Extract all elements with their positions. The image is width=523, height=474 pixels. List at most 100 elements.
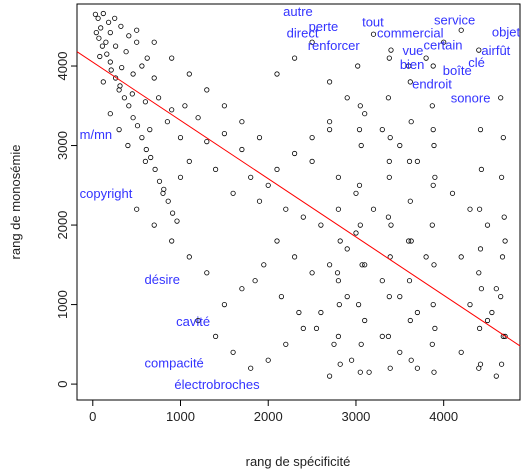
data-point: [356, 182, 363, 188]
data-point: [344, 95, 350, 101]
word-label: airfût: [481, 43, 510, 58]
data-point: [169, 55, 175, 61]
data-point: [406, 278, 413, 284]
data-point: [113, 43, 119, 49]
data-point: [274, 166, 280, 172]
data-point: [467, 206, 473, 212]
data-point: [112, 15, 118, 21]
data-point: [97, 53, 103, 60]
data-point: [362, 317, 368, 324]
data-point: [143, 146, 149, 153]
data-point: [477, 127, 484, 133]
data-point: [186, 254, 192, 260]
data-point: [300, 214, 306, 220]
y-tick-label: 3000: [55, 131, 70, 160]
data-point: [274, 71, 280, 77]
data-point: [357, 369, 363, 375]
data-point: [353, 190, 359, 196]
data-point: [151, 222, 157, 228]
data-point: [432, 174, 438, 180]
data-point: [477, 361, 484, 367]
data-point: [95, 15, 101, 21]
data-point: [134, 39, 140, 45]
data-point: [230, 349, 236, 355]
data-point: [386, 55, 392, 61]
data-point: [397, 293, 403, 300]
data-point: [123, 49, 129, 55]
data-point: [134, 123, 141, 129]
word-label: autre: [283, 4, 313, 19]
data-point: [142, 99, 148, 105]
data-point: [407, 317, 413, 324]
data-point: [204, 139, 210, 145]
y-tick-label: 1000: [55, 290, 70, 319]
word-label: objet: [492, 25, 521, 40]
data-point: [213, 333, 219, 339]
data-point: [429, 103, 435, 109]
data-point: [431, 262, 437, 268]
data-point: [309, 39, 315, 45]
data-point: [407, 79, 413, 85]
data-point: [148, 154, 154, 161]
word-label: direct: [287, 25, 319, 40]
data-point: [498, 293, 504, 300]
data-point: [265, 182, 271, 188]
data-point: [169, 238, 175, 244]
data-point: [476, 325, 483, 331]
data-point: [326, 119, 333, 125]
data-point: [252, 278, 258, 284]
data-point: [221, 131, 227, 137]
data-point: [125, 142, 131, 149]
data-point: [430, 182, 436, 188]
data-point: [239, 146, 245, 153]
data-point: [291, 150, 298, 157]
data-point: [357, 222, 363, 228]
data-point: [476, 270, 482, 276]
data-point: [348, 357, 355, 363]
word-label: renforcer: [308, 38, 361, 53]
data-point: [334, 270, 341, 276]
data-point: [118, 23, 124, 29]
data-point: [256, 135, 263, 141]
data-point: [326, 373, 333, 379]
data-point: [430, 301, 436, 308]
data-point: [116, 127, 122, 133]
data-point: [478, 166, 484, 172]
data-point: [335, 333, 341, 339]
data-point: [337, 238, 343, 244]
data-point: [261, 262, 267, 268]
data-point: [355, 301, 362, 308]
data-point: [356, 127, 363, 133]
word-label: copyright: [80, 186, 133, 201]
data-point: [408, 357, 414, 363]
x-tick-label: 3000: [341, 409, 370, 424]
y-tick-label: 2000: [55, 211, 70, 240]
data-point: [408, 238, 414, 244]
data-point: [370, 206, 377, 212]
data-point: [432, 325, 438, 331]
data-point: [103, 39, 109, 45]
data-point: [195, 115, 201, 121]
data-point: [313, 325, 320, 331]
data-point: [144, 55, 150, 61]
data-point: [476, 206, 483, 212]
data-point: [476, 47, 482, 53]
data-point: [344, 246, 350, 252]
data-point: [359, 262, 365, 268]
data-point: [499, 254, 506, 260]
data-point: [93, 29, 99, 36]
data-point: [309, 158, 315, 164]
data-point: [177, 174, 184, 180]
data-point: [423, 254, 429, 260]
data-point: [429, 341, 435, 347]
data-point: [92, 11, 99, 17]
data-point: [134, 206, 140, 212]
word-label: sonore: [451, 91, 491, 106]
data-point: [408, 119, 414, 125]
data-point: [431, 369, 437, 375]
data-point: [265, 357, 271, 363]
data-point: [405, 63, 412, 69]
data-point: [335, 206, 341, 212]
data-point: [106, 19, 112, 25]
data-point: [362, 111, 368, 117]
